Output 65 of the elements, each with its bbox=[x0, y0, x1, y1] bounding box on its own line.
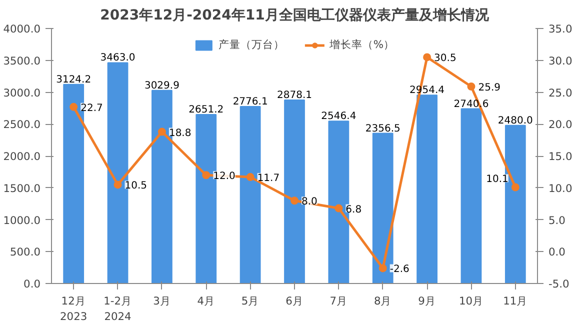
x-tick-label: 11月 bbox=[503, 294, 528, 308]
point bbox=[290, 196, 298, 205]
point bbox=[378, 264, 387, 272]
x-tick-label: 4月 bbox=[197, 294, 216, 308]
data-label: 30.5 bbox=[434, 53, 456, 64]
data-label: 3029.9 bbox=[144, 80, 180, 92]
y-tick-label: 4000.0 bbox=[3, 22, 41, 36]
data-label: 8.0 bbox=[302, 196, 318, 208]
x-tick-label: 9月 bbox=[418, 294, 436, 308]
y2-tick-label: 15.0 bbox=[548, 150, 572, 163]
point bbox=[246, 173, 254, 182]
x-tick-label: 3月 bbox=[153, 294, 171, 308]
data-label: 2480.0 bbox=[498, 115, 533, 126]
data-label: 2776.1 bbox=[232, 96, 268, 108]
x-tick-label: 5月 bbox=[241, 294, 260, 308]
bar bbox=[460, 108, 482, 284]
y-tick-label: 2000.0 bbox=[3, 150, 41, 163]
data-label: 2651.2 bbox=[188, 104, 224, 116]
y2-tick-label: 25.0 bbox=[548, 86, 572, 100]
data-label: 22.7 bbox=[80, 102, 103, 114]
x-tick-label: 6月 bbox=[286, 294, 304, 308]
data-label: 3463.0 bbox=[100, 52, 136, 64]
y-tick-label: 500.0 bbox=[10, 246, 41, 259]
data-label: 6.8 bbox=[346, 204, 362, 216]
point bbox=[158, 128, 166, 136]
data-label: 25.9 bbox=[478, 82, 500, 94]
data-label: 12.0 bbox=[213, 171, 236, 182]
x-tick-label: 10月 bbox=[458, 294, 484, 308]
point bbox=[114, 180, 122, 189]
point bbox=[334, 204, 343, 212]
y2-tick-label: 5.0 bbox=[548, 214, 566, 227]
data-label: -2.6 bbox=[390, 264, 410, 276]
bar bbox=[416, 94, 438, 284]
data-label: 11.7 bbox=[257, 173, 280, 184]
point bbox=[467, 82, 476, 91]
chart-title: 2023年12月-2024年11月全国电工仪器仪表产量及增长情况 bbox=[100, 6, 490, 24]
point bbox=[511, 183, 520, 192]
y2-tick-label: 35.0 bbox=[548, 22, 572, 36]
data-label: 10.5 bbox=[124, 180, 148, 192]
data-label: 2356.5 bbox=[365, 123, 400, 134]
point bbox=[202, 171, 210, 180]
legend-label: 产量（万台） bbox=[218, 38, 284, 52]
y-tick-label: 3500.0 bbox=[3, 54, 41, 68]
y2-tick-label: 20.0 bbox=[548, 118, 572, 132]
x-tick-label: 7月 bbox=[330, 294, 348, 308]
y2-tick-label: 30.0 bbox=[548, 54, 572, 68]
y-tick-label: 1500.0 bbox=[3, 182, 41, 195]
y-tick-label: 1000.0 bbox=[3, 214, 41, 227]
data-label: 10.1 bbox=[486, 174, 508, 186]
y-tick-label: 2500.0 bbox=[3, 118, 41, 132]
y-tick-label: 0.0 bbox=[24, 278, 41, 290]
y2-tick-label: -5.0 bbox=[548, 278, 570, 290]
y2-tick-label: 0.0 bbox=[548, 246, 566, 259]
data-label: 2546.4 bbox=[321, 111, 356, 122]
y-tick-label: 3000.0 bbox=[3, 86, 41, 100]
data-label: 2878.1 bbox=[277, 90, 312, 102]
point bbox=[423, 53, 432, 62]
x-tick-label: 12月 2023 bbox=[60, 294, 88, 324]
x-tick-label: 1-2月 2024 bbox=[104, 294, 132, 324]
point bbox=[70, 102, 78, 111]
y2-tick-label: 10.0 bbox=[548, 182, 572, 195]
data-label: 18.8 bbox=[168, 128, 192, 139]
x-tick-label: 8月 bbox=[374, 294, 392, 308]
data-label: 3124.2 bbox=[56, 74, 92, 86]
legend-label: 增长率（%） bbox=[329, 38, 395, 52]
